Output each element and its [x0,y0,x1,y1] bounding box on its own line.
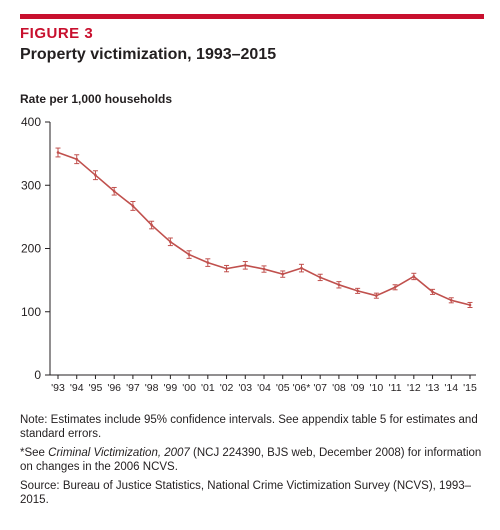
x-tick-label: '05 [276,382,290,394]
data-point [449,299,453,302]
line-chart: 0 100 200 300 400 '93 '94 '95 '96 '97 '98 '99 '00 '01… [21,115,477,394]
top-rule [20,14,484,19]
x-tick-label: '00 [182,382,196,394]
x-tick-label: '98 [145,382,159,394]
y-axis-title: Rate per 1,000 households [20,92,173,106]
data-point [169,240,172,244]
data-point [131,204,135,208]
data-point [281,272,285,276]
x-tick-label: '93 [51,382,65,394]
data-point [243,264,247,267]
x-tick-label: '12 [407,382,421,394]
x-tick-label: '06* [293,382,311,394]
data-point [356,289,359,293]
x-tick-label: '99 [164,382,178,394]
x-tick-label: '96 [107,382,121,394]
data-point [468,303,472,307]
see-rest: (NCJ 224390, BJS web, December 2008) for… [20,447,482,473]
x-tick-label: '14 [444,382,458,394]
series-line [57,151,471,306]
y-tick-label: 200 [21,242,41,256]
x-tick-label: '09 [351,382,365,394]
data-point [56,151,60,154]
data-point [375,294,378,297]
x-tick-label: '95 [89,382,103,394]
data-point [412,275,416,278]
y-tick-label: 0 [34,368,41,382]
x-tick-label: '13 [426,382,440,394]
data-point [393,285,397,289]
y-tick-label: 100 [21,305,41,319]
x-tick-label: '08 [332,382,346,394]
x-tick-label: '94 [70,382,84,394]
x-tick-label: '07 [313,382,327,394]
data-point [262,267,266,271]
y-tick-label: 300 [21,178,41,192]
x-tick-label: '02 [220,382,234,394]
see-publication-title: Criminal Victimization, 2007 [48,447,190,459]
data-point [318,276,322,279]
see-note: *See Criminal Victimization, 2007 (NCJ 2… [20,446,490,474]
source-text: Source: Bureau of Justice Statistics, Na… [20,480,472,506]
data-point [75,157,79,161]
data-point [150,223,153,227]
data-point [431,290,434,294]
x-tick-label: '15 [463,382,477,394]
x-tick-label: '04 [257,382,271,394]
data-point [225,267,228,270]
x-tick-label: '97 [126,382,140,394]
data-point [206,261,210,264]
data-point [112,189,116,193]
x-tick-label: '10 [370,382,384,394]
data-point [337,283,341,287]
see-prefix: *See [20,447,49,459]
x-tick-label: '11 [389,382,402,394]
figure-title: Property victimization, 1993–2015 [20,46,277,63]
notes-block: Note: Estimates include 95% confidence i… [20,413,490,512]
data-point [94,173,97,177]
x-tick-label: '01 [201,382,215,394]
data-point [187,253,191,256]
note-text: Note: Estimates include 95% confidence i… [20,414,478,440]
figure-label: FIGURE 3 [20,25,94,42]
x-tick-label: '03 [238,382,252,394]
y-tick-label: 400 [21,115,41,129]
data-point [300,266,303,270]
